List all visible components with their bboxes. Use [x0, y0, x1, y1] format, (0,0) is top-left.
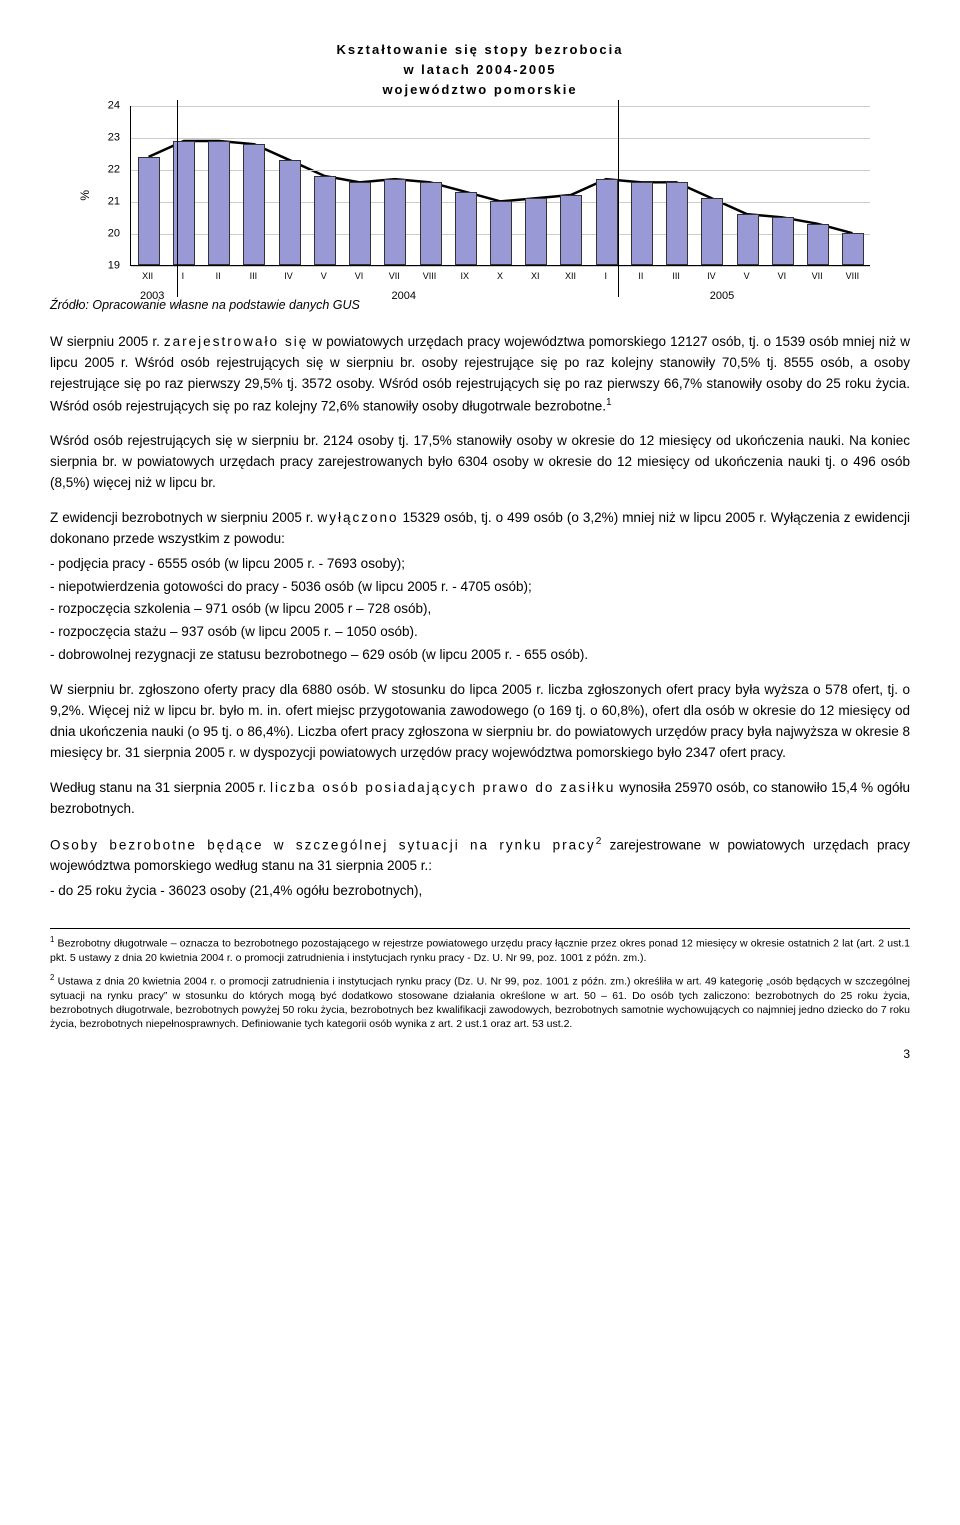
x-tick-label: I [182, 270, 185, 284]
x-tick-label: VI [355, 270, 364, 284]
x-tick-label: VIII [846, 270, 860, 284]
x-tick-label: II [216, 270, 221, 284]
paragraph-4: W sierpniu br. zgłoszono oferty pracy dl… [50, 680, 910, 764]
para5-spaced: liczba osób posiadających prawo do zasił… [270, 780, 615, 795]
bar [490, 201, 512, 265]
bar [314, 176, 336, 266]
bar [525, 198, 547, 265]
para3-a: Z ewidencji bezrobotnych w sierpniu 2005… [50, 510, 317, 525]
chart-plot [130, 106, 870, 266]
bar [666, 182, 688, 265]
para3-spaced: wyłączono [317, 510, 398, 525]
unemployment-chart: % 192021222324 XIIIIIIIIIVVVIVIIVIIIIXXX… [90, 106, 870, 286]
bar [208, 141, 230, 266]
x-tick-label: VII [389, 270, 400, 284]
chart-title-line3: województwo pomorskie [382, 82, 577, 97]
y-tick: 20 [90, 226, 120, 243]
paragraph-6: Osoby bezrobotne będące w szczególnej sy… [50, 834, 910, 877]
x-tick-label: II [638, 270, 643, 284]
page-number: 3 [50, 1045, 910, 1064]
bar [737, 214, 759, 265]
list-item: podjęcia pracy - 6555 osób (w lipcu 2005… [50, 554, 910, 575]
x-tick-label: IV [284, 270, 293, 284]
fn1-text: Bezrobotny długotrwale – oznacza to bezr… [50, 938, 910, 964]
chart-title: Kształtowanie się stopy bezrobocia w lat… [50, 40, 910, 100]
paragraph-3: Z ewidencji bezrobotnych w sierpniu 2005… [50, 508, 910, 550]
footnotes: 1 Bezrobotny długotrwale – oznacza to be… [50, 928, 910, 1031]
para1-sup: 1 [606, 397, 612, 408]
bar [279, 160, 301, 266]
para1-a: W sierpniu 2005 r. [50, 334, 164, 349]
chart-title-line2: w latach 2004-2005 [403, 62, 556, 77]
para1-spaced: zarejestrowało się [164, 334, 308, 349]
y-tick: 22 [90, 162, 120, 179]
x-tick-label: VI [778, 270, 787, 284]
x-tick-label: VII [812, 270, 823, 284]
bar [138, 157, 160, 266]
bar [631, 182, 653, 265]
x-tick-label: XII [142, 270, 153, 284]
y-tick: 21 [90, 194, 120, 211]
x-tick-label: IX [460, 270, 469, 284]
x-tick-label: XII [565, 270, 576, 284]
x-tick-label: X [497, 270, 503, 284]
para6-spaced: Osoby bezrobotne będące w szczególnej sy… [50, 837, 596, 852]
bar [420, 182, 442, 265]
chart-title-line1: Kształtowanie się stopy bezrobocia [337, 42, 624, 57]
bar [701, 198, 723, 265]
footnote-1: 1 Bezrobotny długotrwale – oznacza to be… [50, 935, 910, 965]
bar [807, 224, 829, 266]
year-label: 2003 [140, 288, 164, 305]
year-label: 2005 [710, 288, 734, 305]
bullet-list-1: podjęcia pracy - 6555 osób (w lipcu 2005… [50, 554, 910, 667]
bar [384, 179, 406, 265]
paragraph-2: Wśród osób rejestrujących się w sierpniu… [50, 431, 910, 494]
fn2-text: Ustawa z dnia 20 kwietnia 2004 r. o prom… [50, 975, 910, 1030]
x-tick-label: XI [531, 270, 540, 284]
paragraph-5: Według stanu na 31 sierpnia 2005 r. licz… [50, 778, 910, 820]
year-label: 2004 [392, 288, 416, 305]
x-tick-label: IV [707, 270, 716, 284]
bar [560, 195, 582, 265]
x-tick-label: VIII [423, 270, 437, 284]
footnote-2: 2 Ustawa z dnia 20 kwietnia 2004 r. o pr… [50, 973, 910, 1031]
y-tick: 19 [90, 258, 120, 275]
x-tick-label: III [250, 270, 258, 284]
list-item: niepotwierdzenia gotowości do pracy - 50… [50, 577, 910, 598]
bar [772, 217, 794, 265]
bar [455, 192, 477, 266]
bar [349, 182, 371, 265]
x-tick-label: III [672, 270, 680, 284]
y-tick: 24 [90, 98, 120, 115]
y-axis: 192021222324 [90, 106, 126, 266]
para5-a: Według stanu na 31 sierpnia 2005 r. [50, 780, 270, 795]
bar [842, 233, 864, 265]
list-item: rozpoczęcia szkolenia – 971 osób (w lipc… [50, 599, 910, 620]
x-axis-labels: XIIIIIIIIIVVVIVIIVIIIIXXXIXIIIIIIIIIVVVI… [130, 266, 870, 286]
x-tick-label: V [744, 270, 750, 284]
list-item: rozpoczęcia stażu – 937 osób (w lipcu 20… [50, 622, 910, 643]
x-tick-label: I [604, 270, 607, 284]
x-tick-label: V [321, 270, 327, 284]
bar [596, 179, 618, 265]
bar [243, 144, 265, 266]
y-tick: 23 [90, 130, 120, 147]
paragraph-1: W sierpniu 2005 r. zarejestrowało się w … [50, 332, 910, 417]
bullet-list-2: do 25 roku życia - 36023 osoby (21,4% og… [50, 881, 910, 902]
list-item: dobrowolnej rezygnacji ze statusu bezrob… [50, 645, 910, 666]
year-labels: 2003 2004 2005 [130, 288, 870, 304]
list-item: do 25 roku życia - 36023 osoby (21,4% og… [50, 881, 910, 902]
